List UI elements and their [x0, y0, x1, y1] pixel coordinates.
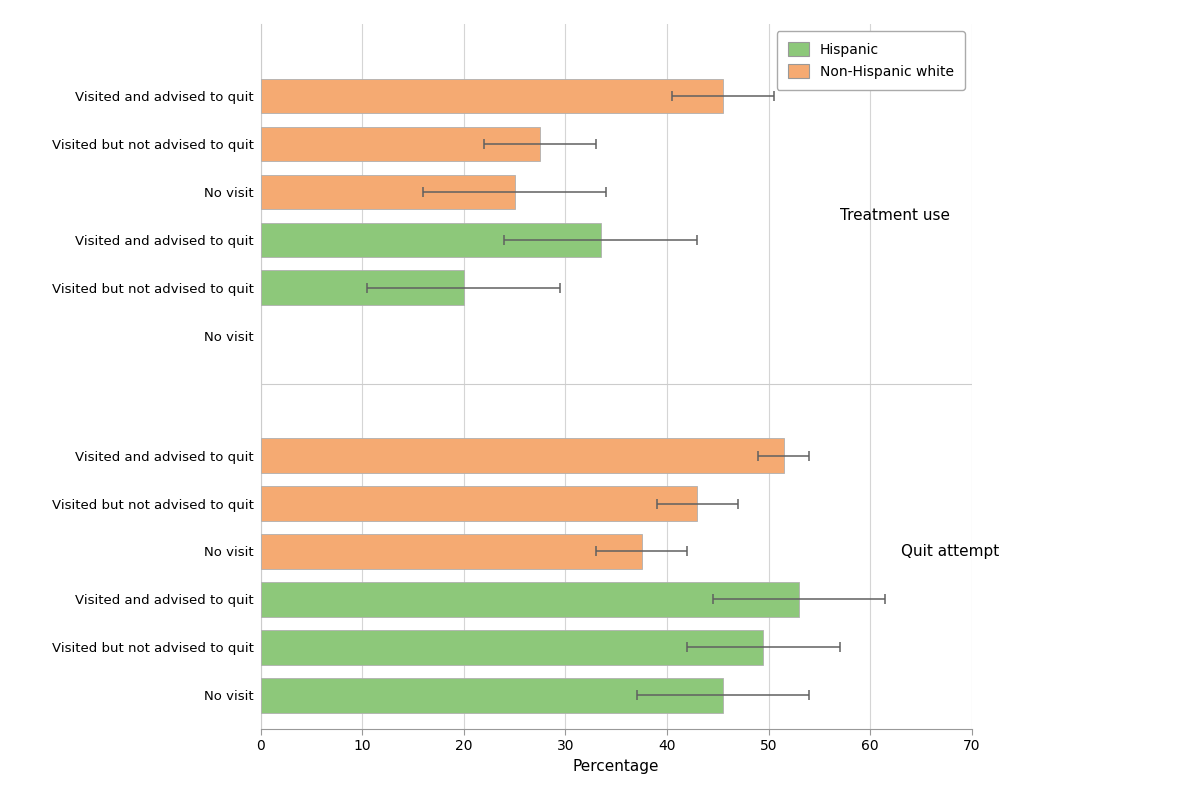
Bar [261, 534, 641, 569]
Bar [261, 438, 783, 473]
Text: Quit attempt: Quit attempt [901, 544, 999, 559]
Text: Treatment use: Treatment use [840, 208, 949, 223]
Bar [261, 78, 723, 113]
Bar [261, 678, 723, 713]
Bar [261, 271, 463, 305]
Bar [261, 175, 514, 209]
Bar [261, 127, 540, 161]
Bar [261, 582, 799, 617]
Bar [261, 223, 601, 257]
Bar [261, 486, 698, 521]
X-axis label: Percentage: Percentage [574, 759, 659, 774]
Legend: Hispanic, Non-Hispanic white: Hispanic, Non-Hispanic white [776, 31, 965, 90]
Bar [261, 630, 763, 665]
